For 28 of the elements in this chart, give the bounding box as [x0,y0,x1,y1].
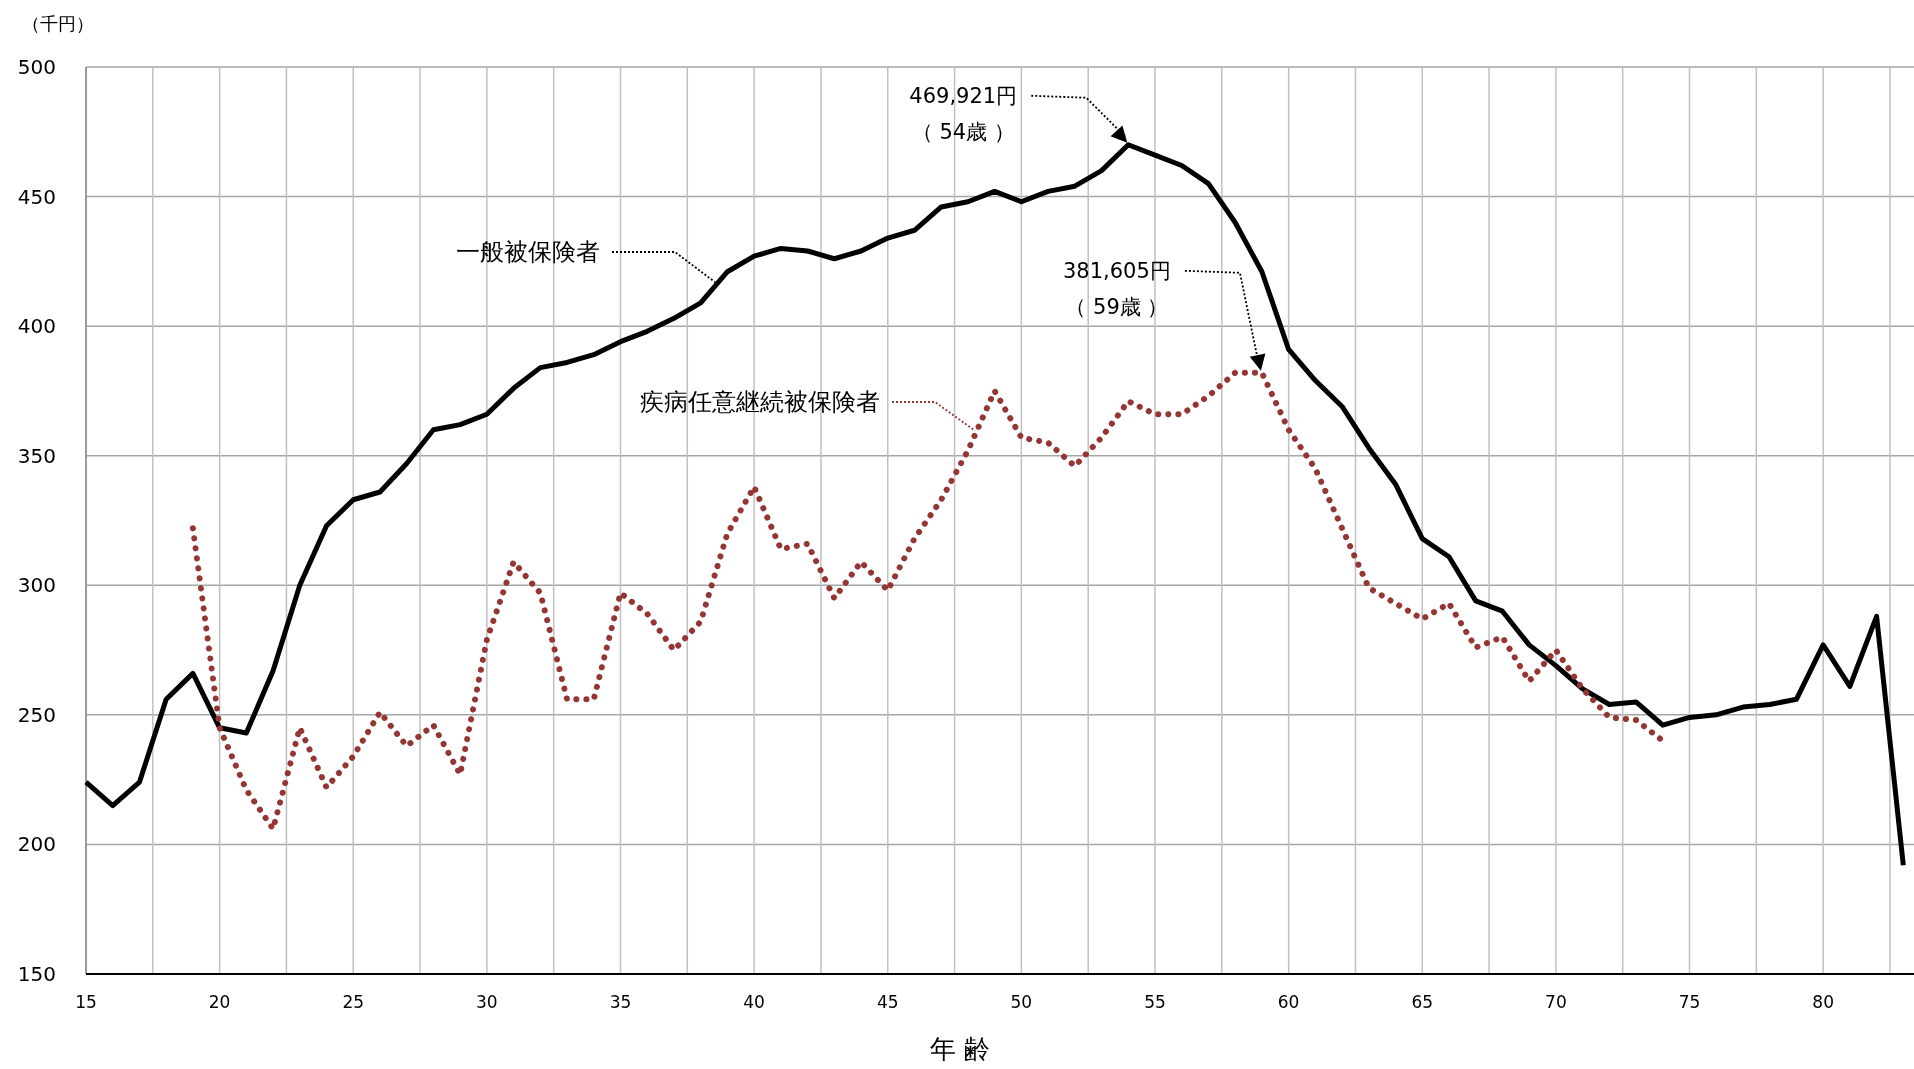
x-tick-label: 60 [1277,992,1300,1012]
annotation: 381,605円（ 59歳 ） [1062,258,1171,319]
x-tick-label: 35 [609,992,632,1012]
x-tick-label: 70 [1545,992,1567,1012]
y-tick-label: 500 [17,55,56,79]
x-tick-label: 75 [1678,992,1701,1012]
y-axis-title: （千円） [22,13,94,34]
x-tick-label: 45 [876,992,899,1012]
annotation: 469,921円（ 54歳 ） [909,83,1128,144]
x-axis-title: 年 齢 [929,1034,991,1064]
x-tick-label: 40 [743,992,765,1012]
x-tick-label: 15 [75,992,97,1012]
x-tick-label: 55 [1144,992,1166,1012]
annotation: 381,605円（ 59歳 ） [1063,258,1266,371]
y-tick-label: 150 [17,962,56,986]
y-tick-label: 300 [17,573,56,598]
y-tick-label: 450 [17,184,56,209]
annotation: 469,921円（ 54歳 ） [909,83,1018,144]
x-tick-label: 30 [476,992,498,1012]
y-tick-label: 400 [17,314,56,339]
y-tick-label: 200 [17,832,56,857]
x-tick-label: 65 [1411,992,1434,1012]
y-tick-label: 250 [17,702,56,727]
x-tick-label: 80 [1812,992,1834,1012]
x-tick-label: 25 [342,992,365,1012]
x-tick-label: 20 [208,992,231,1012]
y-tick-label: 350 [17,443,56,468]
x-tick-label: 50 [1010,992,1033,1012]
